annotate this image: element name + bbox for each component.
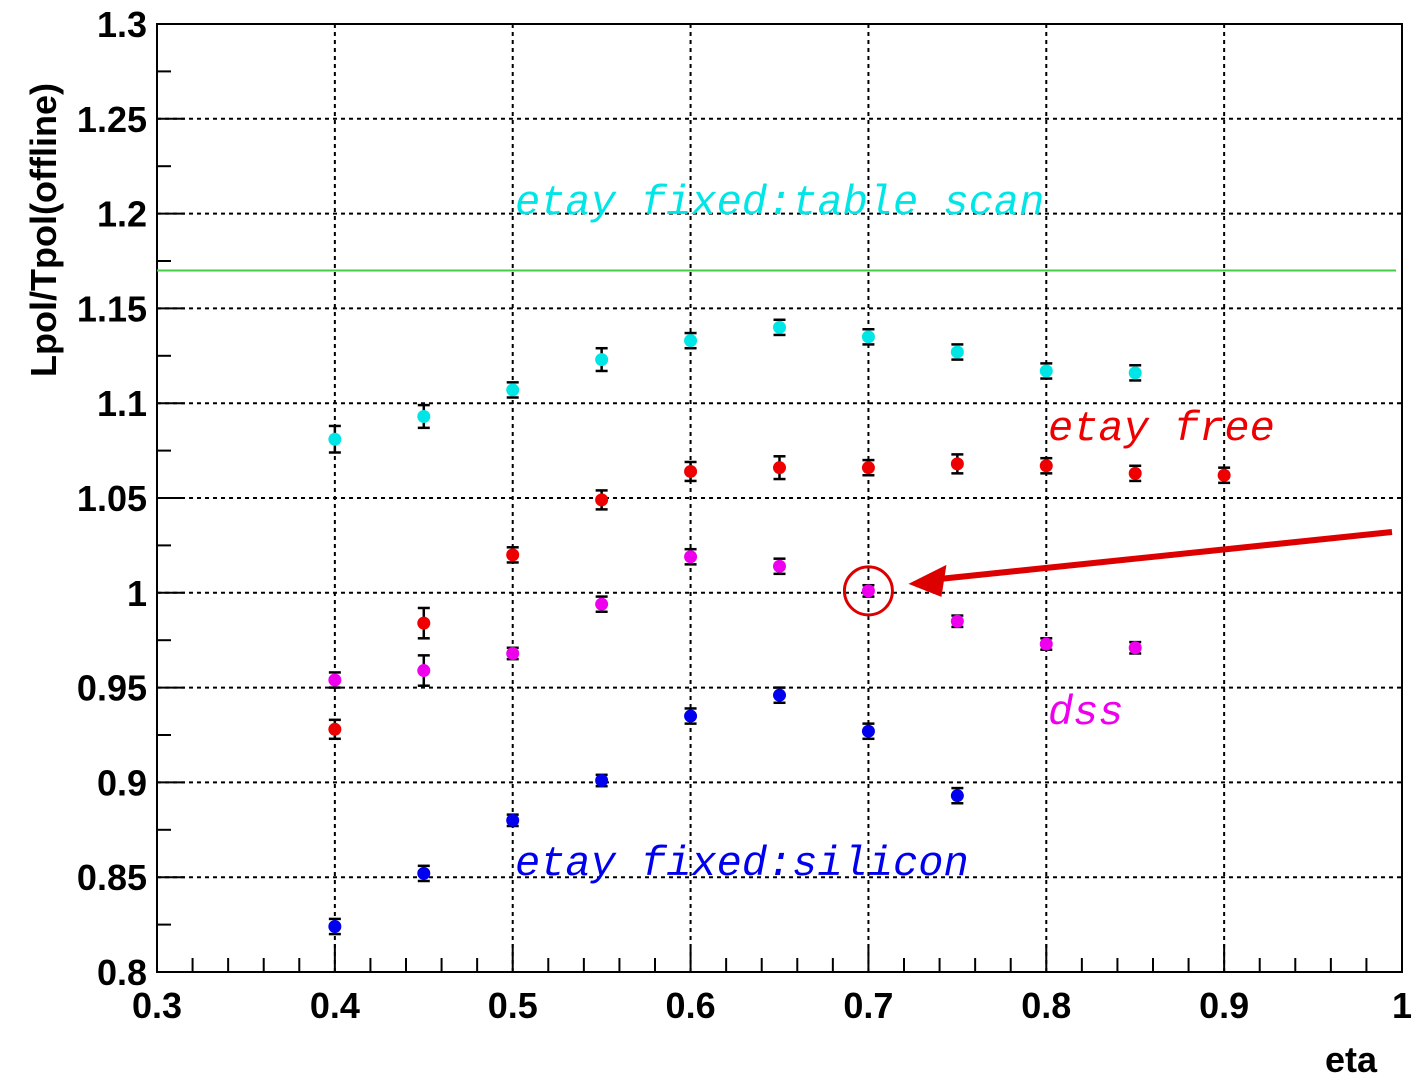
x-axis-title: eta — [1325, 1039, 1378, 1080]
data-point — [506, 813, 520, 827]
x-tick-label: 0.4 — [310, 985, 360, 1026]
data-point — [861, 584, 875, 598]
arrow-head — [908, 564, 947, 597]
series-group — [328, 318, 1231, 936]
data-point — [861, 461, 875, 475]
data-point — [1039, 459, 1053, 473]
data-point — [684, 550, 698, 564]
data-point — [595, 493, 609, 507]
y-tick-label: 1.3 — [97, 4, 147, 45]
y-tick-label: 1.05 — [77, 478, 147, 519]
data-point — [506, 646, 520, 660]
data-point — [950, 614, 964, 628]
x-tick-label: 0.5 — [488, 985, 538, 1026]
data-point — [506, 383, 520, 397]
y-tick-label: 1 — [127, 573, 147, 614]
y-axis-title: Lpol/Tpol(offline) — [23, 83, 64, 377]
y-tick-label: 1.2 — [97, 194, 147, 235]
data-point — [417, 616, 431, 630]
data-point — [1128, 466, 1142, 480]
data-point — [684, 709, 698, 723]
x-tick-label: 0.8 — [1021, 985, 1071, 1026]
plot-frame — [156, 23, 1403, 973]
data-point — [773, 461, 786, 475]
x-tick-label: 0.3 — [132, 985, 182, 1026]
x-tick-label: 1 — [1392, 985, 1412, 1026]
annotation-etay-free: etay free — [1048, 405, 1275, 453]
highlight-circle — [842, 565, 894, 617]
annotation-table-scan: etay fixed:table scan — [515, 179, 1044, 227]
data-point — [595, 597, 609, 611]
data-point — [861, 724, 875, 738]
data-point — [684, 464, 698, 478]
axis-ticks: 0.3 0.4 0.5 0.6 0.7 0.8 0.9 1 0.8 0.85 0.9 0.95 1 1.0… — [77, 4, 1412, 1026]
data-point — [950, 457, 964, 471]
data-point — [595, 353, 609, 367]
data-point — [595, 774, 609, 788]
x-tick-label: 0.9 — [1199, 985, 1249, 1026]
data-point — [1039, 364, 1053, 378]
data-point — [417, 664, 431, 678]
data-point — [773, 320, 786, 334]
data-point — [506, 548, 520, 562]
y-tick-label: 1.1 — [97, 383, 147, 424]
x-tick-label: 0.7 — [843, 985, 893, 1026]
y-tick-label: 1.15 — [77, 288, 147, 329]
highlight-arrow — [842, 529, 1393, 617]
data-point — [861, 330, 875, 344]
data-point — [417, 409, 431, 423]
y-tick-label: 0.95 — [77, 668, 147, 709]
y-tick-label: 0.8 — [97, 952, 147, 993]
data-point — [1039, 637, 1053, 651]
data-point — [773, 559, 786, 573]
arrow-shaft — [940, 529, 1393, 582]
data-point — [684, 334, 698, 348]
data-point — [1128, 641, 1142, 655]
data-point — [1217, 468, 1231, 482]
data-point — [328, 432, 342, 446]
data-point — [328, 722, 342, 736]
data-point — [773, 688, 786, 702]
data-point — [950, 789, 964, 803]
x-tick-label: 0.6 — [666, 985, 716, 1026]
data-point — [328, 919, 342, 933]
y-tick-label: 1.25 — [77, 99, 147, 140]
data-point — [417, 866, 431, 880]
data-point — [328, 673, 342, 687]
data-point — [950, 345, 964, 359]
data-point — [1128, 366, 1142, 380]
annotation-silicon: etay fixed:silicon — [515, 840, 969, 888]
y-tick-label: 0.9 — [97, 762, 147, 803]
annotation-dss: dss — [1048, 689, 1124, 737]
y-tick-label: 0.85 — [77, 857, 147, 898]
grid — [157, 24, 1402, 972]
